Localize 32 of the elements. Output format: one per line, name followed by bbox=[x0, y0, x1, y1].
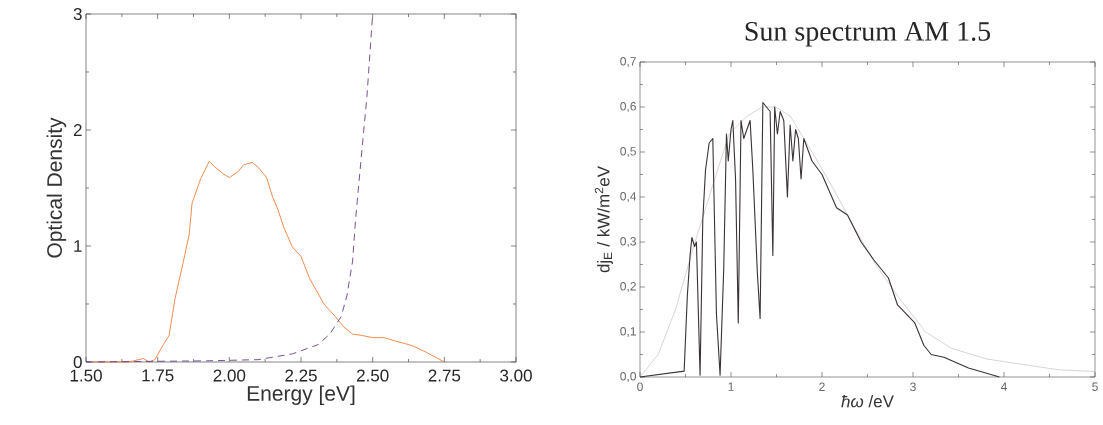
x-tick-label: 2.25 bbox=[285, 369, 317, 382]
x-tick-label: 4 bbox=[1000, 382, 1007, 391]
y-tick-label: 0,5 bbox=[620, 147, 636, 157]
y-tick-label: 0,1 bbox=[620, 327, 636, 337]
x-tick-label: 3.00 bbox=[500, 369, 532, 382]
y-tick-label: 0,4 bbox=[620, 192, 637, 202]
y-tick-label: 0,6 bbox=[620, 102, 636, 112]
y-tick-label: 2 bbox=[73, 124, 82, 136]
y-tick-label: 0 bbox=[73, 355, 82, 369]
y-tick-label: 1 bbox=[74, 240, 82, 252]
x-axis-title: Energy [eV] bbox=[247, 385, 355, 405]
y-axis-title: Optical Density bbox=[46, 117, 67, 258]
y-tick-label: 0,3 bbox=[620, 237, 636, 247]
x-tick-label: 1.75 bbox=[142, 369, 174, 382]
y-tick-label: 0,7 bbox=[620, 57, 636, 67]
line-series bbox=[639, 106, 1096, 378]
x-axis-title: ħω /eV bbox=[841, 394, 894, 408]
y-axis-title: dj$_{E}$ / kW/m$^{2}$eV bbox=[594, 165, 613, 273]
x-tick-label: 1.50 bbox=[70, 369, 102, 382]
x-tick-label: 3 bbox=[910, 382, 916, 392]
x-tick-label: 2 bbox=[819, 382, 825, 391]
x-tick-label: 2.00 bbox=[213, 369, 246, 382]
line-series bbox=[91, 160, 445, 363]
x-tick-label: 5 bbox=[1092, 382, 1098, 391]
chart-title: Sun spectrum AM 1.5 bbox=[745, 21, 991, 47]
line-series bbox=[639, 101, 1000, 378]
y-tick-label: 0,2 bbox=[620, 282, 636, 292]
x-tick-label: 1 bbox=[728, 382, 734, 391]
x-tick-label: 2.75 bbox=[428, 369, 461, 382]
y-tick-label: 0,0 bbox=[620, 372, 637, 382]
y-tick-label: 3 bbox=[73, 7, 82, 21]
x-tick-label: 2.50 bbox=[356, 369, 389, 382]
